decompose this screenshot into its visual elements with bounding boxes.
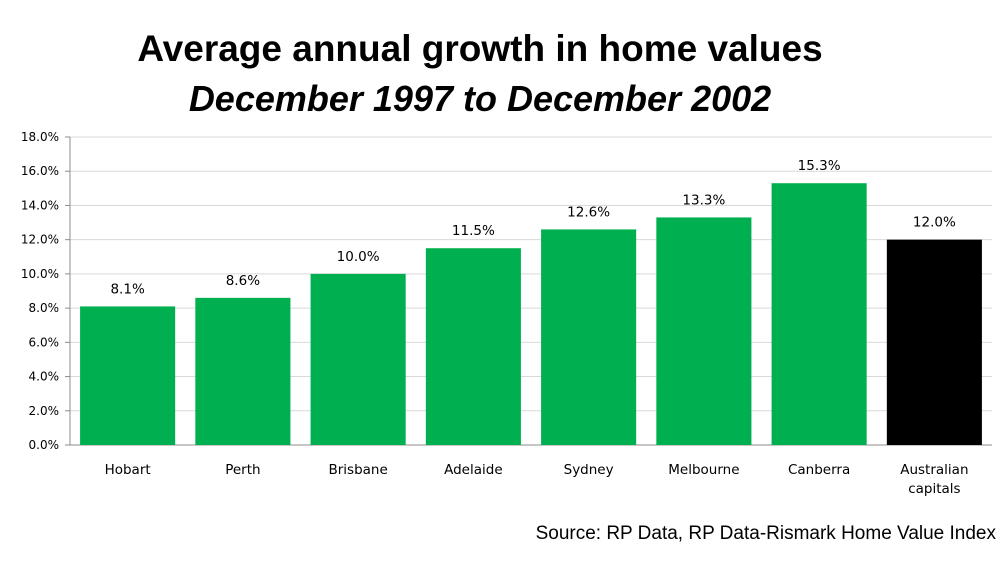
bar — [771, 183, 867, 445]
y-tick-label: 14.0% — [21, 198, 59, 212]
data-label: 13.3% — [682, 192, 725, 208]
category-label: Perth — [225, 462, 260, 478]
y-tick-label: 2.0% — [29, 404, 60, 418]
y-tick-label: 8.0% — [29, 301, 60, 315]
source-note: Source: RP Data, RP Data-Rismark Home Va… — [535, 523, 996, 544]
category-label: Australian capitals — [900, 462, 968, 497]
category-label: Melbourne — [668, 462, 739, 478]
chart-title: Average annual growth in home values — [137, 28, 823, 69]
data-label: 15.3% — [798, 158, 841, 174]
data-label: 8.1% — [110, 281, 144, 297]
category-label: Brisbane — [328, 462, 387, 478]
chart-subtitle: December 1997 to December 2002 — [188, 78, 772, 119]
bar — [195, 297, 291, 445]
bar — [886, 239, 982, 445]
bar — [80, 306, 176, 445]
data-label: 11.5% — [452, 223, 495, 239]
y-tick-label: 4.0% — [29, 370, 60, 384]
data-label: 10.0% — [337, 249, 380, 265]
y-tick-label: 12.0% — [21, 233, 59, 247]
category-label: Canberra — [788, 462, 850, 478]
data-label: 12.0% — [913, 215, 956, 231]
bar — [656, 217, 752, 445]
data-label: 8.6% — [226, 273, 260, 289]
bar — [541, 229, 637, 445]
bar-chart: 0.0% 2.0% 4.0% 6.0% 8.0% 10.0% 12.0% 14.0% 16.0%… — [21, 130, 992, 497]
y-tick-label: 18.0% — [21, 130, 59, 144]
bar — [425, 248, 521, 445]
y-tick-label: 0.0% — [29, 438, 60, 452]
y-tick-label: 10.0% — [21, 267, 59, 281]
bar — [310, 273, 406, 445]
category-label: Adelaide — [444, 462, 503, 478]
data-label: 12.6% — [567, 204, 610, 220]
y-tick-label: 16.0% — [21, 164, 59, 178]
category-label: Sydney — [564, 462, 614, 478]
category-label: Hobart — [105, 462, 151, 478]
y-tick-label: 6.0% — [29, 335, 60, 349]
